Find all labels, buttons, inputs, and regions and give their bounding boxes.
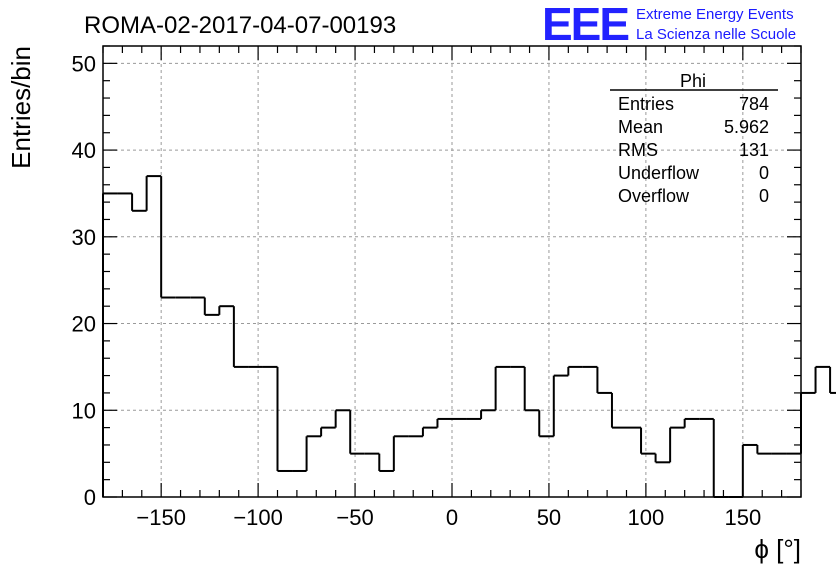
stats-row-label: RMS [618,140,658,160]
y-tick-label: 20 [72,312,96,337]
histogram-bin [712,418,729,498]
x-tick-label: −100 [233,505,283,530]
histogram-bin [160,176,176,299]
histogram-bin [756,444,772,455]
histogram-bin [814,365,831,393]
x-axis-label: ϕ [°] [754,534,801,564]
histogram-bin [610,392,627,429]
stats-title: Phi [680,71,706,91]
histogram-bin [494,365,511,411]
x-tick-labels: −150 −100 −50 0 50 100 150 [136,505,761,530]
x-tick-label: −50 [336,505,373,530]
histogram-bin [232,306,249,368]
histogram-bin [669,426,685,463]
histogram-bin [421,426,438,437]
histogram-bin [378,453,394,472]
x-tick-label: 0 [446,505,458,530]
stats-row-value: 5.962 [724,117,769,137]
y-tick-label: 30 [72,225,96,250]
stats-row-value: 131 [739,140,769,160]
x-tick-label: −150 [136,505,186,530]
y-tick-label: 50 [72,51,96,76]
histogram-bin [567,365,583,376]
histogram-bin [145,175,162,211]
histogram-bin [829,366,836,394]
histogram-bin [392,435,409,471]
histogram-bin [654,453,671,464]
stats-row-value: 784 [739,94,769,114]
x-tick-label: 50 [537,505,561,530]
y-axis-label: Entries/bin [6,46,36,169]
x-tick-label: 100 [628,505,665,530]
y-tick-label: 10 [72,398,96,423]
histogram-bin [218,305,234,315]
stats-row-label: Mean [618,117,663,137]
histogram-bin [276,366,293,472]
histogram-bin [683,417,700,428]
stats-row-value: 0 [759,163,769,183]
logo-line1: Extreme Energy Events [636,6,794,23]
histogram-bin [480,409,496,419]
x-tick-label: 150 [724,505,761,530]
histogram-bin [320,426,336,437]
stats-row-label: Overflow [618,186,690,206]
histogram-bin [131,193,147,212]
chart-title: ROMA-02-2017-04-07-00193 [84,12,396,39]
stats-box: Phi Entries 784 Mean 5.962 RMS 131 Underflow 0 O… [610,71,778,206]
histogram-bin [596,366,612,394]
logo-line2: La Scienza nelle Scuole [636,26,796,43]
histogram-bin [305,435,322,471]
stats-row-label: Underflow [618,163,700,183]
histogram-bin [349,410,365,455]
stats-row-value: 0 [759,186,769,206]
y-tick-label: 0 [84,485,96,510]
eee-logo: EEE Extreme Energy Events La Scienza nel… [542,0,796,50]
histogram-bin [523,366,540,412]
histogram-bin [741,443,758,497]
histogram-bin [334,409,351,428]
axis-ticks [102,45,802,498]
histogram-bin [800,391,816,454]
histogram-bin [538,410,554,438]
logo-mark: EEE [542,0,628,50]
stats-row-label: Entries [618,94,674,114]
histogram-bin [203,297,220,316]
grid [103,46,801,497]
histogram-bin [102,192,118,497]
histogram-bin [436,417,452,428]
histogram-bin [552,374,569,437]
y-tick-label: 40 [72,138,96,163]
y-tick-labels: 0 10 20 30 40 50 [72,51,96,510]
histogram-bin [640,427,656,455]
